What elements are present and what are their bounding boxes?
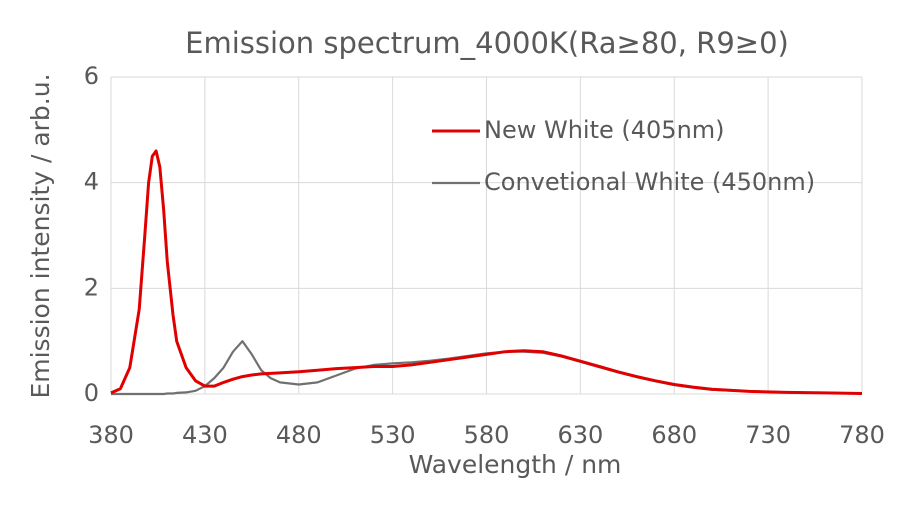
x-tick-label: 480 (276, 421, 322, 449)
x-tick-label: 680 (651, 421, 697, 449)
y-tick-label: 0 (84, 379, 99, 407)
y-tick-label: 4 (84, 168, 99, 196)
y-tick-label: 6 (84, 62, 99, 90)
legend-label: New White (405nm) (484, 116, 725, 144)
x-tick-label: 630 (557, 421, 603, 449)
series-line (110, 149, 863, 395)
x-tick-label: 780 (839, 421, 885, 449)
chart-title: Emission spectrum_4000K(Ra≥80, R9≥0) (185, 26, 789, 60)
legend-label: Convetional White (450nm) (484, 168, 815, 196)
x-tick-label: 380 (88, 421, 134, 449)
y-axis-label: Emission intensity / arb.u. (26, 73, 55, 398)
x-tick-label: 530 (370, 421, 416, 449)
y-tick-label: 2 (84, 273, 99, 301)
x-tick-label: 730 (745, 421, 791, 449)
x-tick-label: 580 (464, 421, 510, 449)
x-tick-label: 430 (182, 421, 228, 449)
x-axis-label: Wavelength / nm (409, 450, 622, 479)
